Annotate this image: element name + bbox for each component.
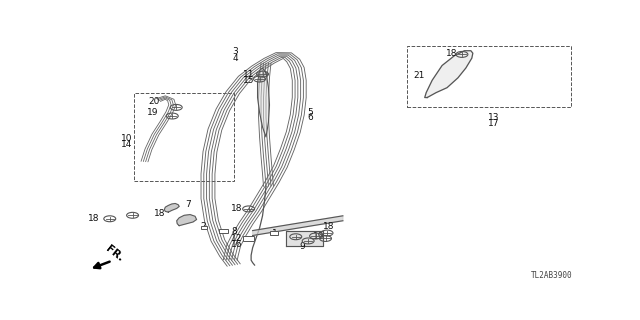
Text: 18: 18 <box>230 204 242 213</box>
Polygon shape <box>257 68 269 137</box>
Bar <box>220 229 228 233</box>
Text: 6: 6 <box>307 113 313 122</box>
Text: 9: 9 <box>300 242 305 251</box>
Text: 7: 7 <box>185 200 191 209</box>
Text: 3: 3 <box>232 47 237 56</box>
Bar <box>271 231 278 235</box>
Text: 10: 10 <box>120 134 132 143</box>
Text: 15: 15 <box>243 76 255 85</box>
Polygon shape <box>286 231 323 246</box>
Text: 21: 21 <box>413 71 425 80</box>
Text: 18: 18 <box>323 222 335 231</box>
Text: 18: 18 <box>445 49 457 58</box>
Text: 4: 4 <box>232 54 237 63</box>
Bar <box>243 236 254 241</box>
Text: FR.: FR. <box>104 243 125 263</box>
Text: 19: 19 <box>147 108 158 117</box>
Text: TL2AB3900: TL2AB3900 <box>531 271 572 280</box>
Polygon shape <box>164 204 179 212</box>
Bar <box>408 46 571 108</box>
Text: 8: 8 <box>231 227 237 236</box>
Polygon shape <box>177 215 196 226</box>
Text: 12: 12 <box>231 234 243 243</box>
Text: 14: 14 <box>121 140 132 149</box>
Bar <box>134 92 234 181</box>
Polygon shape <box>253 216 343 236</box>
Bar <box>200 226 207 229</box>
Text: 18: 18 <box>154 209 166 218</box>
Text: 2: 2 <box>200 222 206 231</box>
Text: 5: 5 <box>307 108 313 117</box>
Text: 13: 13 <box>488 113 500 122</box>
Text: 1: 1 <box>271 228 277 237</box>
Text: 17: 17 <box>488 119 500 128</box>
Text: 16: 16 <box>231 240 243 249</box>
Text: 11: 11 <box>243 70 255 79</box>
Polygon shape <box>425 51 473 98</box>
Text: 18: 18 <box>88 214 100 223</box>
Text: 19: 19 <box>313 231 324 241</box>
Text: 20: 20 <box>148 98 159 107</box>
